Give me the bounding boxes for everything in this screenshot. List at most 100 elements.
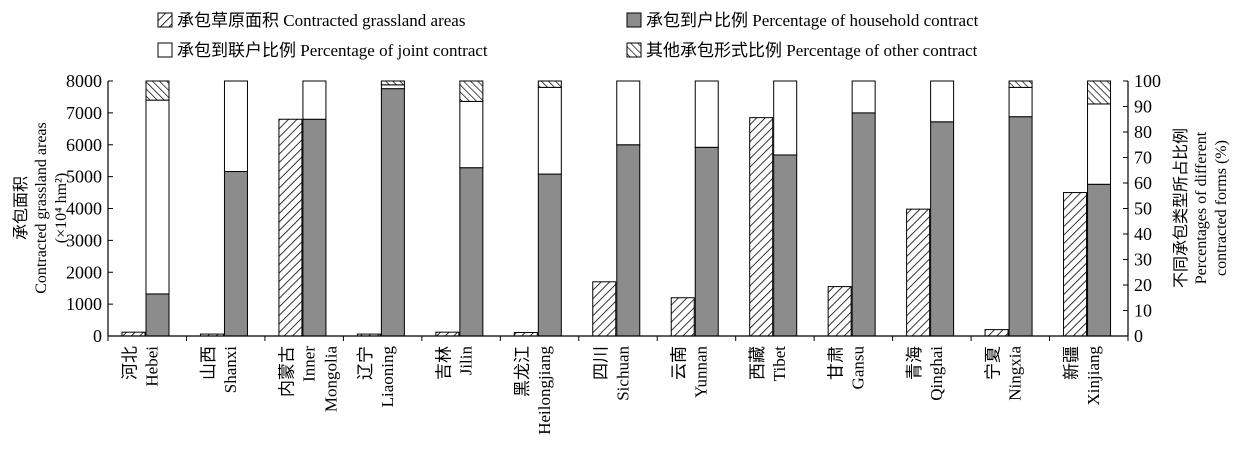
x-tick-label-zh: 甘肃 bbox=[827, 346, 846, 380]
y-right-tick-label: 30 bbox=[1134, 250, 1152, 270]
legend-item-household: 承包到户比例 Percentage of household contract bbox=[626, 11, 979, 30]
x-tick-label-en-text: Inner bbox=[299, 346, 318, 382]
x-tick-label-zh-text: 西藏 bbox=[748, 346, 767, 380]
x-tick-label-zh-text: 青海 bbox=[905, 346, 924, 380]
x-tick-label-en-text: Liaoning bbox=[378, 346, 397, 408]
bar-household-pct bbox=[537, 173, 562, 337]
bar-household-pct bbox=[773, 154, 798, 337]
bar-joint-pct bbox=[302, 80, 327, 120]
y-right-tick-label: 10 bbox=[1134, 301, 1152, 321]
bar-joint-pct bbox=[223, 80, 248, 173]
bar-household-pct bbox=[459, 167, 484, 337]
y-axis-right-label-en1: Percentages of different bbox=[1193, 131, 1210, 284]
x-tick-label-en: Tibet bbox=[770, 346, 789, 382]
y-axis-left-label-en: Contracted grassland areas bbox=[33, 122, 50, 293]
y-left-tick-label: 7000 bbox=[66, 103, 102, 123]
x-tick-label-en: Shanxi bbox=[221, 346, 240, 394]
x-tick-label-zh-text: 辽宁 bbox=[356, 346, 375, 380]
x-tick-label-en-text: Mongolia bbox=[321, 346, 340, 413]
bar-joint-pct bbox=[851, 80, 876, 114]
y-right-tick-label: 90 bbox=[1134, 97, 1152, 117]
bar-other-pct bbox=[145, 80, 170, 101]
x-tick-label-zh-text: 吉林 bbox=[434, 346, 453, 380]
bar-other-pct bbox=[1008, 80, 1033, 88]
x-tick-label-en: Liaoning bbox=[378, 346, 397, 408]
x-tick-label-zh-text: 黑龙江 bbox=[513, 346, 532, 397]
x-tick-label-zh: 四川 bbox=[591, 346, 610, 380]
x-tick-label-en-text: Jilin bbox=[456, 346, 475, 376]
x-tick-label-en-text: Ningxia bbox=[1006, 346, 1025, 401]
y-left-tick-label: 2000 bbox=[66, 262, 102, 282]
bar-household-pct bbox=[1008, 116, 1033, 337]
bar-contracted-area bbox=[670, 297, 695, 337]
legend-item-joint: 承包到联户比例 Percentage of joint contract bbox=[157, 41, 488, 60]
y-axis-left-label-zh: 承包面积 bbox=[12, 176, 30, 240]
x-tick-label-zh: 西藏 bbox=[748, 346, 767, 380]
legend-label-contracted-area: 承包草原面积 Contracted grassland areas bbox=[177, 11, 465, 30]
bar-other-pct bbox=[459, 80, 484, 102]
x-tick-label-en: Yunnan bbox=[692, 346, 711, 398]
bar-household-pct bbox=[145, 293, 170, 337]
x-tick-label-en: Inner bbox=[299, 346, 318, 382]
x-tick-label-zh-text: 甘肃 bbox=[827, 346, 846, 380]
legend-item-other: 其他承包形式比例 Percentage of other contract bbox=[626, 41, 978, 60]
x-tick-label-en-text: Gansu bbox=[849, 346, 868, 390]
bar-household-pct bbox=[380, 88, 405, 337]
y-right-tick-label: 100 bbox=[1134, 71, 1161, 91]
legend-item-contracted-area: 承包草原面积 Contracted grassland areas bbox=[157, 11, 465, 30]
y-axis-right-label: 不同承包类型所占比例 Percentages of different cont… bbox=[1172, 128, 1230, 288]
y-axis-right-label-en2: contracted forms (%) bbox=[1213, 140, 1230, 276]
bar-contracted-area bbox=[749, 117, 774, 337]
y-right-tick-label: 60 bbox=[1134, 173, 1152, 193]
x-tick-label-zh: 吉林 bbox=[434, 346, 453, 380]
bar-other-pct bbox=[380, 80, 405, 86]
bar-household-pct bbox=[1087, 183, 1112, 337]
x-tick-label-en: Gansu bbox=[849, 346, 868, 390]
y-right-tick-label: 70 bbox=[1134, 148, 1152, 168]
x-tick-label-en-text: Tibet bbox=[770, 346, 789, 382]
x-tick-label-zh-text: 云南 bbox=[670, 346, 689, 380]
x-tick-label-en-text: Sichuan bbox=[613, 346, 632, 401]
bar-other-pct bbox=[1087, 80, 1112, 105]
x-tick-label-en-text: Qinghai bbox=[927, 346, 946, 401]
bar-joint-pct bbox=[773, 80, 798, 156]
x-tick-label-zh: 新疆 bbox=[1062, 346, 1081, 380]
bar-joint-pct bbox=[1008, 86, 1033, 118]
x-tick-label-en-text: Heilongjiang bbox=[535, 346, 554, 435]
x-tick-label-en-text: Hebei bbox=[143, 346, 162, 387]
y-left-tick-label: 0 bbox=[93, 326, 102, 346]
bar-contracted-area bbox=[984, 329, 1009, 337]
bar-contracted-area bbox=[827, 286, 852, 337]
legend-swatch-joint bbox=[157, 42, 173, 58]
legend: 承包草原面积 Contracted grassland areas 承包到户比例… bbox=[157, 11, 979, 60]
legend-swatch-household bbox=[626, 12, 642, 28]
x-tick-label-en-text: Shanxi bbox=[221, 346, 240, 394]
x-tick-label-zh-text: 内蒙古 bbox=[277, 346, 296, 397]
bar-joint-pct bbox=[930, 80, 955, 123]
bar-household-pct bbox=[851, 112, 876, 337]
x-tick-label-en: Mongolia bbox=[321, 346, 340, 413]
x-tick-label-en: Sichuan bbox=[613, 346, 632, 401]
y-left-tick-label: 8000 bbox=[66, 71, 102, 91]
bar-joint-pct bbox=[459, 100, 484, 169]
x-tick-label-zh: 河北 bbox=[121, 346, 140, 380]
bar-household-pct bbox=[930, 121, 955, 337]
x-tick-label-en: Hebei bbox=[143, 346, 162, 387]
bar-joint-pct bbox=[1087, 103, 1112, 185]
x-tick-label-zh: 青海 bbox=[905, 346, 924, 380]
x-tick-label-zh-text: 山西 bbox=[199, 346, 218, 380]
x-tick-label-zh: 辽宁 bbox=[356, 346, 375, 380]
legend-label-other: 其他承包形式比例 Percentage of other contract bbox=[646, 41, 978, 60]
bar-joint-pct bbox=[380, 84, 405, 90]
x-tick-label-en-text: Yunnan bbox=[692, 346, 711, 398]
y-axis-left-label-unit: (×10⁴ hm²) bbox=[53, 173, 70, 244]
x-tick-label-en: Jilin bbox=[456, 346, 475, 376]
bar-other-pct bbox=[537, 80, 562, 88]
y-right-tick-label: 80 bbox=[1134, 122, 1152, 142]
y-left-tick-label: 5000 bbox=[66, 167, 102, 187]
bar-contracted-area bbox=[278, 118, 303, 337]
x-tick-label-en: Xinjiang bbox=[1084, 346, 1103, 406]
y-left-tick-label: 4000 bbox=[66, 199, 102, 219]
y-left-tick-label: 3000 bbox=[66, 230, 102, 250]
y-left-tick-label: 6000 bbox=[66, 135, 102, 155]
